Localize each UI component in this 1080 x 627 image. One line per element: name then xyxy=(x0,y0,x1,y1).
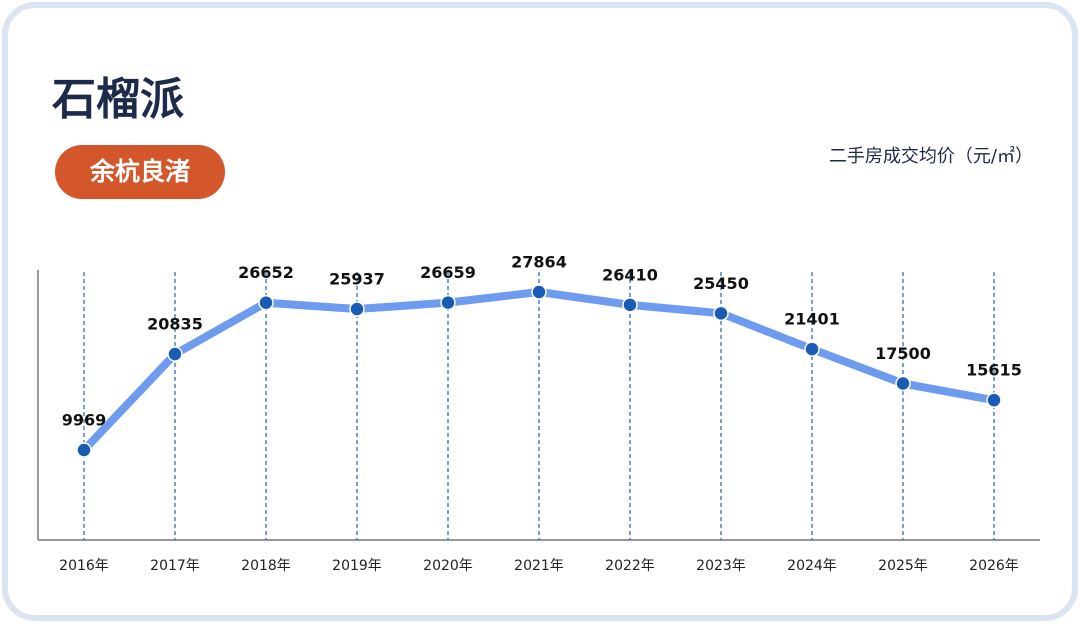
data-label: 17500 xyxy=(875,344,931,363)
point xyxy=(76,442,92,458)
x-tick-label: 2022年 xyxy=(605,558,655,574)
data-label: 25937 xyxy=(329,270,385,289)
x-tick-label: 2024年 xyxy=(787,558,837,574)
point xyxy=(167,346,183,362)
subtitle-tag: 余杭良渚 xyxy=(89,157,190,186)
point xyxy=(531,284,547,300)
data-label: 15615 xyxy=(966,361,1022,380)
data-label: 26652 xyxy=(238,263,294,282)
point xyxy=(349,301,365,317)
data-label: 9969 xyxy=(62,411,107,430)
chart-title: 石榴派 xyxy=(52,74,184,125)
x-tick-label: 2016年 xyxy=(59,558,109,574)
data-label: 20835 xyxy=(147,315,203,334)
x-tick-label: 2021年 xyxy=(514,558,564,574)
point xyxy=(622,297,638,313)
point xyxy=(895,375,911,392)
x-tick-label: 2018年 xyxy=(241,558,291,574)
x-tick-label: 2020年 xyxy=(423,558,473,574)
x-tick-label: 2017年 xyxy=(150,558,200,574)
point xyxy=(713,305,729,322)
data-label: 21401 xyxy=(784,310,840,329)
tag-background xyxy=(55,145,225,199)
data-label: 26410 xyxy=(602,265,658,284)
data-label: 25450 xyxy=(693,274,749,293)
point xyxy=(440,294,456,311)
x-tick-label: 2025年 xyxy=(878,558,928,574)
point xyxy=(804,341,820,357)
data-label: 26659 xyxy=(420,263,476,282)
x-tick-label: 2026年 xyxy=(969,558,1019,574)
point xyxy=(986,392,1002,408)
y-axis-label: 二手房成交均价（元/㎡） xyxy=(829,145,1033,167)
x-tick-label: 2019年 xyxy=(332,558,382,574)
x-tick-label: 2023年 xyxy=(696,558,746,574)
data-label: 27864 xyxy=(511,253,567,272)
point xyxy=(258,294,274,311)
